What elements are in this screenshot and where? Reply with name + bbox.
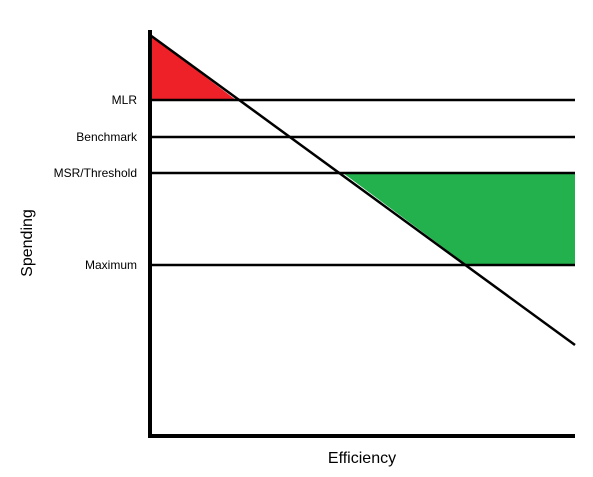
y-axis-label: Spending <box>19 209 36 277</box>
maximum-label: Maximum <box>85 258 137 272</box>
benchmark-label: Benchmark <box>76 130 138 144</box>
savings-region <box>343 173 575 265</box>
mlr-label: MLR <box>112 93 138 107</box>
msr-threshold-label: MSR/Threshold <box>54 166 137 180</box>
spending-curve <box>149 33 576 347</box>
x-axis-label: Efficiency <box>328 450 396 467</box>
